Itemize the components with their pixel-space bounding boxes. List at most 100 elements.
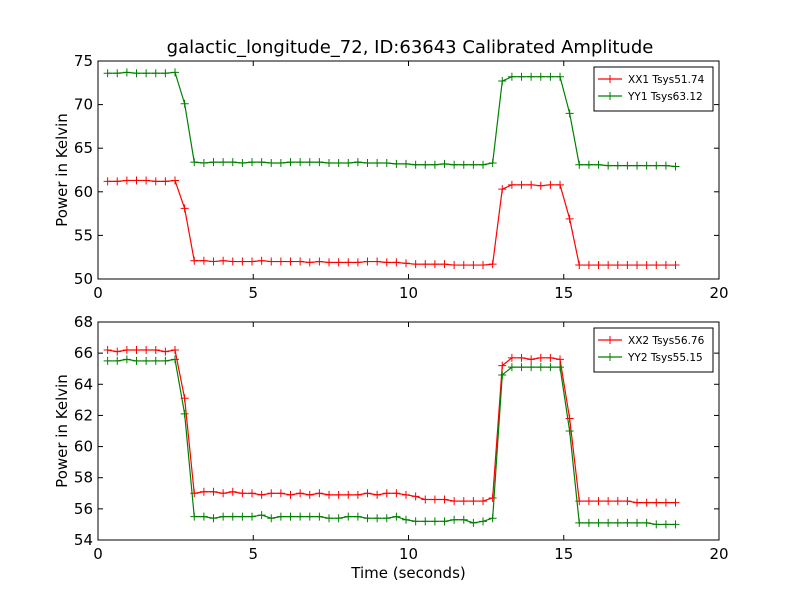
data-point: [267, 514, 276, 523]
data-point: [575, 518, 584, 527]
data-point: [671, 520, 680, 529]
data-point: [469, 160, 478, 169]
data-point: [267, 159, 276, 168]
data-point: [642, 261, 651, 270]
y-tick-label: 58: [74, 469, 93, 487]
data-point: [498, 370, 507, 379]
data-point: [296, 489, 305, 498]
data-point: [257, 256, 266, 265]
data-point: [459, 160, 468, 169]
data-point: [209, 514, 218, 523]
data-point: [286, 512, 295, 521]
data-point: [142, 69, 151, 78]
legend-box: [593, 66, 714, 112]
data-point: [613, 161, 622, 170]
data-point: [556, 355, 565, 364]
legend-top: XX1 Tsys51.74 YY1 Tsys63.12: [593, 66, 714, 112]
data-point: [267, 257, 276, 266]
data-point: [344, 159, 353, 168]
data-point: [642, 518, 651, 527]
data-point: [142, 346, 151, 355]
data-point: [132, 356, 141, 365]
data-point: [421, 260, 430, 269]
data-point: [373, 257, 382, 266]
data-point: [411, 517, 420, 526]
data-point: [594, 160, 603, 169]
data-point: [228, 487, 237, 496]
data-point: [180, 409, 189, 418]
y-tick-label: 60: [74, 438, 93, 456]
data-point: [305, 158, 314, 167]
data-point: [488, 493, 497, 502]
data-point: [479, 497, 488, 506]
data-point: [219, 158, 228, 167]
data-point: [440, 260, 449, 269]
data-point: [402, 515, 411, 524]
data-point: [248, 158, 257, 167]
x-axis-label: Time (seconds): [350, 564, 466, 582]
data-point: [171, 355, 180, 364]
data-point: [238, 257, 247, 266]
data-point: [623, 518, 632, 527]
legend-label: XX2 Tsys56.76: [628, 335, 705, 347]
data-point: [151, 177, 160, 186]
x-tick-label: 5: [248, 545, 258, 563]
data-point: [238, 512, 247, 521]
data-point: [315, 489, 324, 498]
x-tick-label: 15: [554, 284, 573, 302]
data-point: [209, 158, 218, 167]
data-point: [556, 72, 565, 81]
data-point: [594, 261, 603, 270]
data-point: [382, 489, 391, 498]
data-point: [536, 181, 545, 190]
y-tick-label: 62: [74, 406, 93, 424]
data-point: [276, 489, 285, 498]
data-point: [440, 495, 449, 504]
data-point: [469, 497, 478, 506]
data-point: [498, 361, 507, 370]
data-point: [344, 512, 353, 521]
data-point: [122, 176, 131, 185]
data-point: [527, 180, 536, 189]
data-point: [633, 261, 642, 270]
data-point: [594, 518, 603, 527]
data-point: [113, 347, 122, 356]
data-point: [103, 69, 112, 78]
data-point: [498, 77, 507, 86]
data-point: [382, 514, 391, 523]
data-point: [373, 490, 382, 499]
data-point: [248, 257, 257, 266]
x-tick-label: 0: [93, 284, 103, 302]
y-tick-label: 66: [74, 344, 93, 362]
legend-label: XX1 Tsys51.74: [628, 74, 705, 86]
data-point: [180, 204, 189, 213]
data-point: [113, 177, 122, 186]
data-point: [286, 490, 295, 499]
data-point: [190, 256, 199, 265]
data-point: [459, 497, 468, 506]
data-point: [565, 109, 574, 118]
legend-marker: [606, 353, 614, 361]
data-point: [613, 261, 622, 270]
data-point: [122, 355, 131, 364]
data-point: [392, 258, 401, 267]
data-point: [623, 497, 632, 506]
data-point: [228, 512, 237, 521]
x-tick-label: 15: [554, 545, 573, 563]
data-point: [613, 518, 622, 527]
data-point: [517, 353, 526, 362]
data-point: [633, 518, 642, 527]
data-point: [507, 363, 516, 372]
data-point: [296, 158, 305, 167]
data-point: [353, 158, 362, 167]
data-point: [103, 346, 112, 355]
data-point: [325, 490, 334, 499]
data-point: [248, 489, 257, 498]
data-point: [546, 72, 555, 81]
data-point: [450, 261, 459, 270]
x-tick-label: 20: [709, 284, 728, 302]
data-point: [661, 261, 670, 270]
data-point: [507, 180, 516, 189]
data-point: [565, 427, 574, 435]
data-point: [556, 180, 565, 189]
